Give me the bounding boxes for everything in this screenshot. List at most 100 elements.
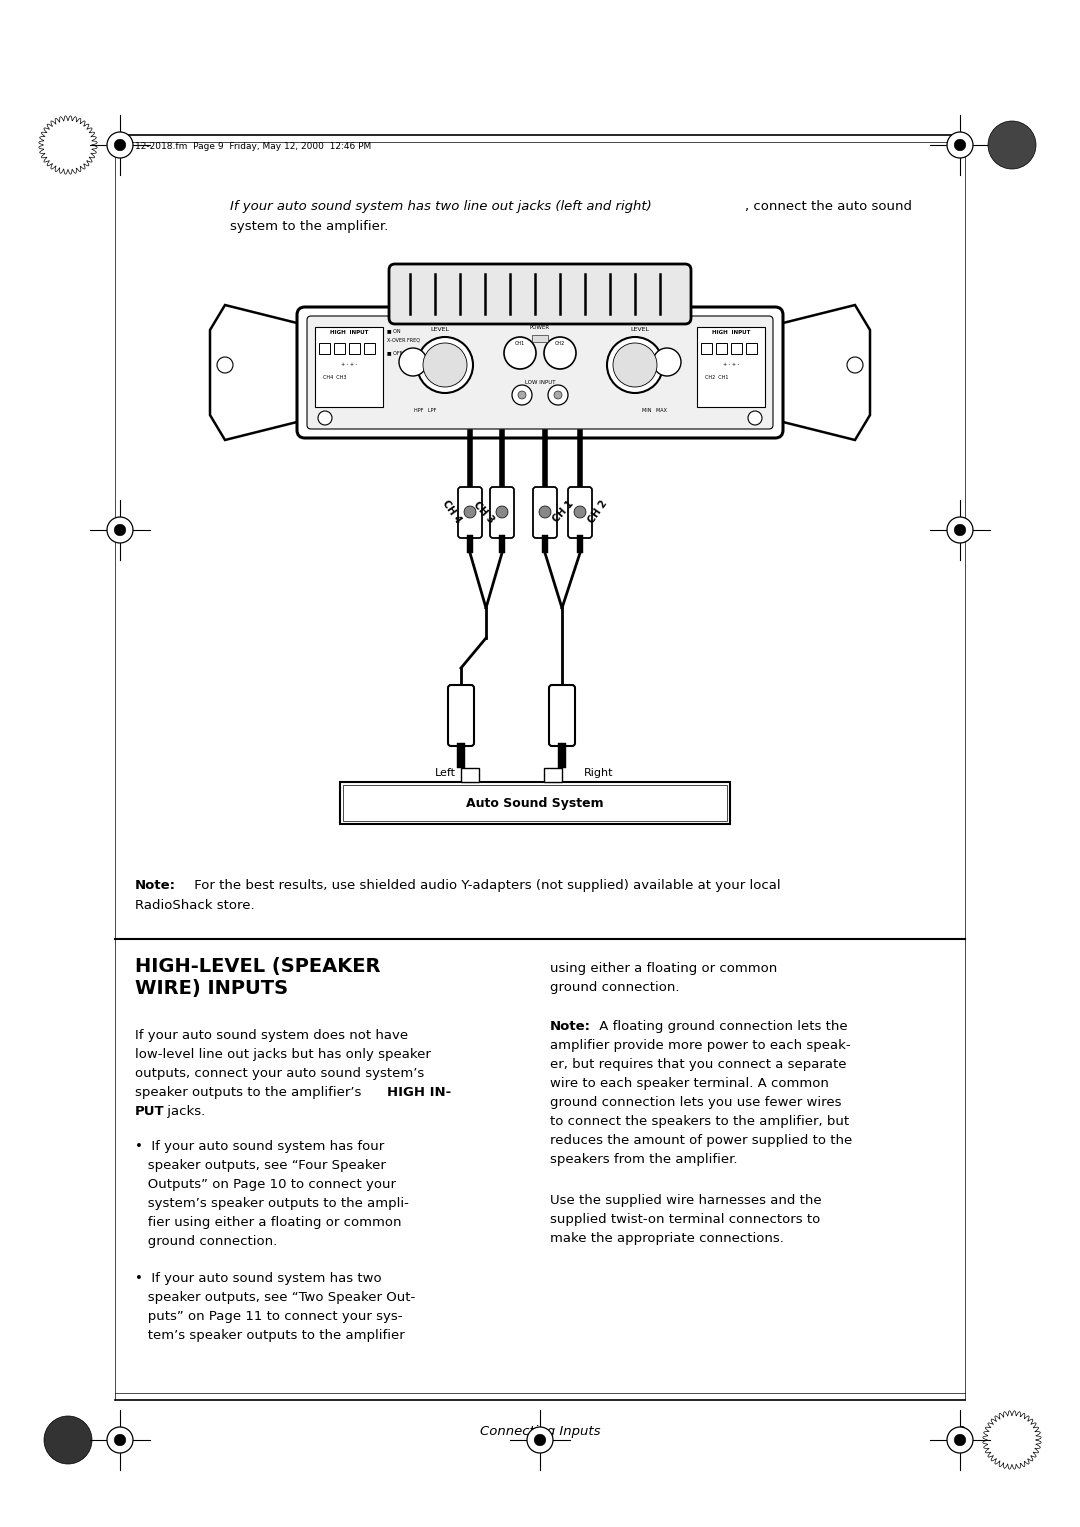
Text: 12-2018.fm  Page 9  Friday, May 12, 2000  12:46 PM: 12-2018.fm Page 9 Friday, May 12, 2000 1…: [135, 142, 372, 151]
Text: CH 2: CH 2: [586, 499, 609, 525]
Circle shape: [573, 505, 586, 518]
Bar: [315, 327, 383, 408]
Circle shape: [114, 524, 126, 536]
Circle shape: [847, 357, 863, 373]
Text: 9: 9: [957, 1425, 966, 1438]
Circle shape: [399, 348, 427, 376]
FancyBboxPatch shape: [448, 686, 474, 747]
Text: CH2: CH2: [555, 341, 565, 347]
Bar: [746, 344, 757, 354]
Circle shape: [44, 1416, 92, 1464]
Circle shape: [954, 1434, 966, 1446]
Bar: [467, 534, 473, 553]
Text: CH4  CH3: CH4 CH3: [323, 376, 347, 380]
Circle shape: [107, 131, 133, 157]
Text: Auto Sound System: Auto Sound System: [467, 797, 604, 809]
Text: •  If your auto sound system has four: • If your auto sound system has four: [135, 1141, 384, 1153]
Text: CH 3: CH 3: [472, 499, 496, 525]
Text: A floating ground connection lets the: A floating ground connection lets the: [595, 1020, 848, 1032]
Text: HIGH IN-: HIGH IN-: [387, 1086, 451, 1099]
Circle shape: [518, 391, 526, 399]
Text: low-level line out jacks but has only speaker: low-level line out jacks but has only sp…: [135, 1048, 431, 1061]
Circle shape: [504, 337, 536, 370]
Circle shape: [217, 357, 233, 373]
Text: fier using either a floating or common: fier using either a floating or common: [135, 1215, 402, 1229]
Text: POWER: POWER: [530, 325, 550, 330]
Circle shape: [947, 1428, 973, 1454]
Bar: [364, 344, 375, 354]
Polygon shape: [210, 305, 305, 440]
Bar: [319, 344, 330, 354]
Text: puts” on Page 11 to connect your sys-: puts” on Page 11 to connect your sys-: [135, 1310, 403, 1322]
Circle shape: [988, 121, 1036, 169]
Text: ground connection.: ground connection.: [135, 1235, 278, 1248]
Circle shape: [107, 518, 133, 544]
Text: using either a floating or common: using either a floating or common: [550, 962, 778, 976]
Text: speaker outputs to the amplifier’s: speaker outputs to the amplifier’s: [135, 1086, 366, 1099]
Text: make the appropriate connections.: make the appropriate connections.: [550, 1232, 784, 1245]
Circle shape: [947, 131, 973, 157]
Text: CH 4: CH 4: [441, 499, 463, 525]
Text: ■ OFF: ■ OFF: [387, 350, 403, 354]
Text: speakers from the amplifier.: speakers from the amplifier.: [550, 1153, 738, 1167]
Circle shape: [107, 1428, 133, 1454]
Circle shape: [544, 337, 576, 370]
FancyBboxPatch shape: [297, 307, 783, 438]
Circle shape: [114, 139, 126, 151]
FancyBboxPatch shape: [549, 686, 575, 747]
Text: Connecting Inputs: Connecting Inputs: [480, 1425, 600, 1438]
Circle shape: [423, 344, 467, 386]
Text: CH1: CH1: [515, 341, 525, 347]
FancyBboxPatch shape: [534, 487, 557, 538]
Text: outputs, connect your auto sound system’s: outputs, connect your auto sound system’…: [135, 1067, 424, 1080]
Text: tem’s speaker outputs to the amplifier: tem’s speaker outputs to the amplifier: [135, 1328, 405, 1342]
Bar: [558, 744, 566, 768]
Text: speaker outputs, see “Two Speaker Out-: speaker outputs, see “Two Speaker Out-: [135, 1290, 415, 1304]
Bar: [343, 785, 727, 822]
Text: HIGH  INPUT: HIGH INPUT: [712, 330, 751, 334]
Text: •  If your auto sound system has two: • If your auto sound system has two: [135, 1272, 381, 1286]
Text: LOW INPUT: LOW INPUT: [525, 380, 555, 385]
Bar: [349, 344, 360, 354]
Circle shape: [548, 385, 568, 405]
Text: jacks.: jacks.: [163, 1106, 205, 1118]
Bar: [716, 344, 727, 354]
Text: RadioShack store.: RadioShack store.: [135, 899, 255, 912]
Text: ■ ON: ■ ON: [387, 328, 401, 333]
Text: LEVEL: LEVEL: [631, 327, 649, 331]
FancyBboxPatch shape: [568, 487, 592, 538]
Bar: [499, 534, 505, 553]
Bar: [542, 534, 548, 553]
Text: supplied twist-on terminal connectors to: supplied twist-on terminal connectors to: [550, 1212, 820, 1226]
Text: HIGH  INPUT: HIGH INPUT: [329, 330, 368, 334]
Circle shape: [535, 1434, 545, 1446]
Circle shape: [748, 411, 762, 425]
Text: reduces the amount of power supplied to the: reduces the amount of power supplied to …: [550, 1135, 852, 1147]
Circle shape: [318, 411, 332, 425]
Polygon shape: [39, 116, 97, 174]
Text: Left: Left: [435, 768, 456, 777]
Text: speaker outputs, see “Four Speaker: speaker outputs, see “Four Speaker: [135, 1159, 386, 1173]
Text: X-OVER FREQ: X-OVER FREQ: [387, 337, 420, 344]
Bar: [731, 344, 742, 354]
Circle shape: [114, 1434, 126, 1446]
Text: Use the supplied wire harnesses and the: Use the supplied wire harnesses and the: [550, 1194, 822, 1206]
Text: Right: Right: [584, 768, 613, 777]
FancyBboxPatch shape: [389, 264, 691, 324]
Circle shape: [527, 1428, 553, 1454]
Bar: [577, 534, 583, 553]
Bar: [697, 327, 765, 408]
Text: + - + -: + - + -: [341, 362, 357, 366]
Text: wire to each speaker terminal. A common: wire to each speaker terminal. A common: [550, 1077, 828, 1090]
Bar: [544, 768, 562, 782]
Text: MIN   MAX: MIN MAX: [643, 408, 667, 412]
Text: CH 1: CH 1: [551, 499, 576, 525]
Text: If your auto sound system does not have: If your auto sound system does not have: [135, 1029, 408, 1041]
Text: , connect the auto sound: , connect the auto sound: [745, 200, 912, 212]
Circle shape: [539, 505, 551, 518]
Circle shape: [496, 505, 508, 518]
Circle shape: [613, 344, 657, 386]
Text: to connect the speakers to the amplifier, but: to connect the speakers to the amplifier…: [550, 1115, 849, 1128]
Bar: [340, 782, 730, 825]
Text: er, but requires that you connect a separate: er, but requires that you connect a sepa…: [550, 1058, 847, 1070]
